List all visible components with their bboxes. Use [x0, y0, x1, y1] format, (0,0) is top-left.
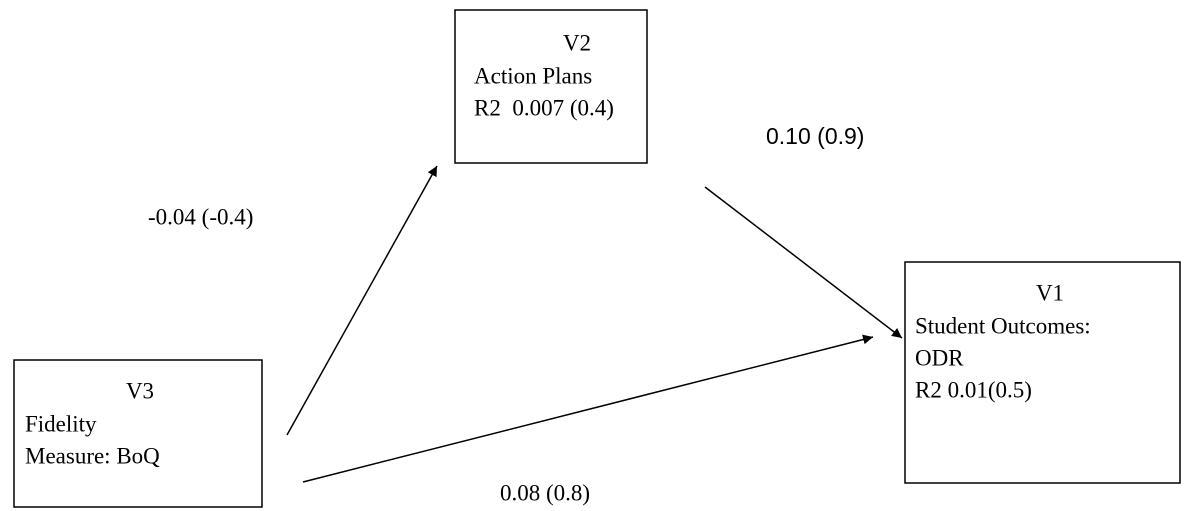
node-id: V2	[563, 30, 591, 55]
node-box	[13, 359, 263, 508]
edge-label: 0.08 (0.8)	[500, 480, 590, 505]
edge-label: -0.04 (-0.4)	[148, 204, 253, 229]
node-text: ODR	[915, 345, 964, 370]
node-box	[454, 9, 648, 164]
node-id: V1	[1036, 280, 1064, 305]
node-text: Fidelity	[25, 411, 97, 436]
node-text: R2 0.007 (0.4)	[474, 95, 614, 120]
arrow	[286, 165, 438, 436]
node-text: Action Plans	[474, 63, 592, 88]
arrow	[302, 334, 874, 483]
arrow	[704, 186, 903, 339]
node-id: V3	[126, 378, 154, 403]
node-box	[904, 261, 1181, 484]
node-text: Student Outcomes:	[915, 313, 1091, 338]
node-text: Measure: BoQ	[25, 443, 160, 468]
node-text: R2 0.01(0.5)	[915, 377, 1032, 402]
edge-label: 0.10 (0.9)	[766, 123, 864, 149]
